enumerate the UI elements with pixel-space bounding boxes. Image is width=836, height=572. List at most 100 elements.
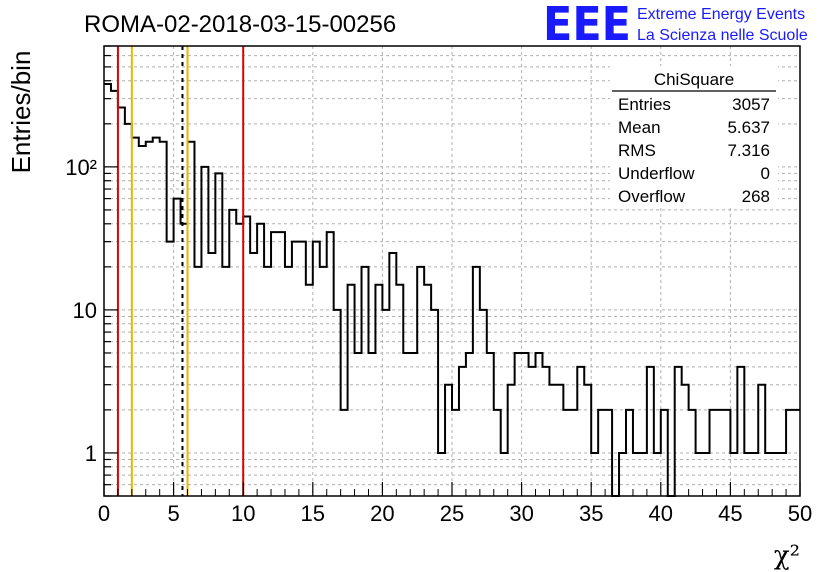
- histogram-bin: [501, 453, 508, 496]
- histogram-bin: [682, 385, 689, 496]
- x-axis-label: χ²: [774, 541, 800, 571]
- x-tick-label: 35: [579, 501, 603, 526]
- stats-label-underflow: Underflow: [618, 164, 695, 183]
- eee-logo-line1: Extreme Energy Events: [637, 6, 805, 23]
- histogram-bin: [306, 285, 313, 496]
- histogram-bin: [786, 410, 793, 496]
- histogram-bin: [716, 410, 723, 496]
- histogram-bin: [696, 453, 703, 496]
- stats-label-rms: RMS: [618, 141, 656, 160]
- histogram-bin: [375, 285, 382, 496]
- histogram-bin: [327, 232, 334, 496]
- histogram-bin: [278, 232, 285, 496]
- histogram-bin: [730, 453, 737, 496]
- stats-value-mean: 5.637: [727, 118, 770, 137]
- histogram-bin: [577, 367, 584, 496]
- histogram-bin: [222, 267, 229, 496]
- axis-ticks: 0 5 10 15 20 25 30 35 40 45 50 1 10 10²: [65, 45, 812, 526]
- histogram-bin: [348, 285, 355, 496]
- histogram-bin: [431, 310, 438, 496]
- histogram-bin: [508, 385, 515, 496]
- stats-value-overflow: 268: [742, 187, 770, 206]
- histogram-bin: [703, 453, 710, 496]
- x-tick-label: 45: [718, 501, 742, 526]
- histogram-bin: [772, 453, 779, 496]
- histogram-bin: [153, 138, 160, 496]
- stats-value-underflow: 0: [761, 164, 770, 183]
- stats-label-overflow: Overflow: [618, 187, 686, 206]
- histogram-bin: [445, 385, 452, 496]
- stats-value-entries: 3057: [732, 95, 770, 114]
- histogram-bin: [201, 167, 208, 496]
- histogram-bin: [515, 353, 522, 496]
- histogram-bin: [675, 367, 682, 496]
- histogram-bin: [104, 84, 111, 496]
- histogram-bin: [647, 367, 654, 496]
- marker-lines: [116, 46, 245, 496]
- histogram-bin: [111, 91, 118, 496]
- histogram-bin: [396, 285, 403, 496]
- x-tick-label: 25: [440, 501, 464, 526]
- stats-box-background: [610, 66, 778, 208]
- histogram-bin: [264, 267, 271, 496]
- histogram-bin: [132, 138, 139, 496]
- x-tick-label: 20: [370, 501, 394, 526]
- histogram-bin: [229, 210, 236, 496]
- x-tick-label: 10: [231, 501, 255, 526]
- histogram-bin: [299, 242, 306, 496]
- histogram-bin: [654, 453, 661, 496]
- histogram-bin: [320, 267, 327, 496]
- histogram-bin: [758, 385, 765, 496]
- histogram-bin: [160, 142, 167, 496]
- histogram-bin: [793, 410, 800, 496]
- stats-label-mean: Mean: [618, 118, 661, 137]
- histogram-bin: [285, 267, 292, 496]
- histogram-bin: [779, 453, 786, 496]
- histogram-bin: [368, 353, 375, 496]
- histogram-bin: [619, 453, 626, 496]
- histogram-bin: [459, 367, 466, 496]
- histogram-bin: [591, 453, 598, 496]
- stats-label-entries: Entries: [618, 95, 671, 114]
- x-tick-label: 5: [167, 501, 179, 526]
- eee-logo: EEE: [543, 0, 631, 51]
- y-tick-label: 10²: [65, 155, 97, 180]
- histogram-bin: [710, 410, 717, 496]
- histogram-bin: [174, 199, 181, 496]
- histogram-bin: [362, 267, 369, 496]
- histogram-bin: [410, 353, 417, 496]
- histogram-bin: [188, 142, 195, 496]
- stats-box: ChiSquare Entries 3057 Mean 5.637 RMS 7.…: [610, 66, 778, 208]
- histogram-bin: [292, 242, 299, 496]
- histogram-bin: [417, 267, 424, 496]
- histogram-bin: [125, 124, 132, 496]
- histogram-bin: [723, 410, 730, 496]
- histogram-bin: [271, 232, 278, 496]
- x-tick-label: 0: [98, 501, 110, 526]
- histogram-bin: [167, 242, 174, 496]
- y-tick-label: 1: [85, 441, 97, 466]
- histogram-bin: [382, 310, 389, 496]
- x-tick-label: 50: [788, 501, 812, 526]
- histogram-bin: [563, 410, 570, 496]
- histogram-bin: [584, 385, 591, 496]
- stats-value-rms: 7.316: [727, 141, 770, 160]
- histogram-bin: [139, 146, 146, 496]
- histogram-bin: [341, 410, 348, 496]
- histogram-bin: [355, 353, 362, 496]
- histogram-bin: [598, 410, 605, 496]
- histogram-bin: [473, 267, 480, 496]
- x-tick-label: 15: [301, 501, 325, 526]
- histogram-bin: [250, 253, 257, 496]
- histogram-bin: [208, 253, 215, 496]
- histogram-bin: [556, 385, 563, 496]
- histogram-bin: [243, 216, 250, 496]
- histogram-bin: [452, 410, 459, 496]
- x-tick-label: 40: [649, 501, 673, 526]
- histogram-bin: [522, 353, 529, 496]
- histogram-bars: [104, 82, 800, 497]
- histogram-bin: [466, 353, 473, 496]
- histogram-bin: [403, 353, 410, 496]
- histogram-bin: [257, 224, 264, 496]
